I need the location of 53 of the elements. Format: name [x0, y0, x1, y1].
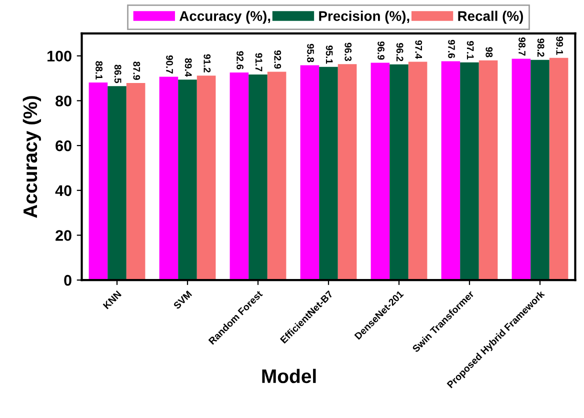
data-label: 91.2	[204, 54, 211, 72]
data-label: 97.6	[448, 40, 455, 58]
bar	[126, 82, 146, 280]
bar	[319, 66, 338, 280]
x-axis-title: Model	[262, 368, 316, 384]
y-tick-label: 0	[64, 274, 72, 286]
data-label: 92.9	[274, 50, 282, 69]
bar	[230, 72, 249, 280]
bar	[441, 61, 460, 280]
data-label: 96.2	[396, 43, 404, 62]
bar	[530, 60, 550, 280]
data-label: 98	[486, 47, 493, 58]
data-label: 90.7	[166, 55, 173, 74]
data-label: 96.9	[378, 41, 384, 60]
y-axis-title: Accuracy (%)	[22, 96, 41, 218]
data-label: 92.6	[236, 51, 244, 70]
bar	[196, 76, 216, 280]
legend-label: Accuracy (%),	[180, 10, 270, 24]
bar	[159, 76, 178, 280]
bar	[549, 58, 568, 280]
y-tick-label: 60	[56, 140, 72, 152]
data-label: 97.1	[466, 41, 474, 60]
data-label: 98.2	[537, 38, 544, 57]
bar	[88, 82, 108, 280]
data-label: 95.8	[307, 44, 314, 62]
data-label: 86.5	[114, 64, 122, 84]
data-label: 91.7	[255, 53, 262, 72]
data-label: 95.1	[326, 45, 333, 64]
bar	[370, 62, 390, 280]
data-label: 97.4	[415, 40, 422, 59]
data-label: 96.3	[344, 42, 352, 62]
legend-label: Recall (%)	[458, 10, 523, 24]
data-label: 88.1	[96, 61, 102, 80]
data-label: 98.7	[518, 37, 526, 56]
y-tick-label: 20	[56, 230, 72, 241]
bar	[300, 65, 320, 280]
bar	[512, 58, 531, 280]
y-tick-label: 100	[48, 50, 72, 62]
data-label: 87.9	[133, 62, 140, 80]
bar	[108, 86, 126, 280]
bar	[408, 62, 428, 280]
y-tick-label: 40	[55, 185, 72, 196]
bar	[248, 74, 268, 280]
data-label: 99.1	[556, 36, 564, 55]
y-tick-label: 80	[56, 96, 72, 106]
bar	[338, 64, 357, 280]
data-label: 89.4	[184, 58, 192, 77]
bar	[478, 60, 498, 280]
bar	[390, 64, 408, 280]
bar	[460, 62, 479, 280]
bar	[267, 72, 286, 280]
legend-label: Precision (%),	[319, 10, 410, 24]
bar	[178, 80, 197, 280]
